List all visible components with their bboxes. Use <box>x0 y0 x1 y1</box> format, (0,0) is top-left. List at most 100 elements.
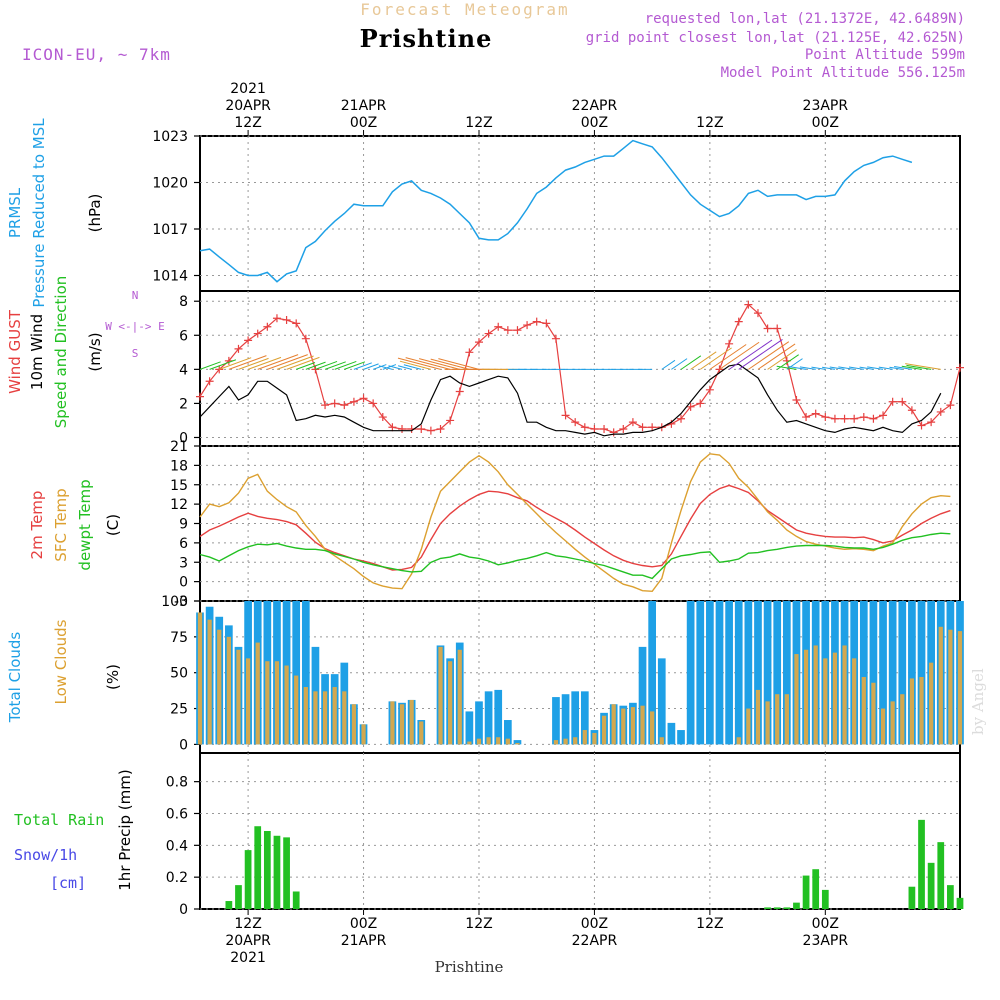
top-tick-label: 21APR <box>341 98 387 114</box>
low-cloud-bar <box>294 675 299 745</box>
gust-marker <box>263 322 272 331</box>
wind-ytick-label: 0 <box>179 430 188 446</box>
precip-ytick-label: 0.6 <box>166 806 188 822</box>
gust-marker <box>744 300 753 309</box>
low-cloud-bar <box>803 649 809 745</box>
wind-arrow <box>315 360 338 370</box>
gust-marker <box>763 324 772 333</box>
rain-bar <box>244 850 252 909</box>
low-cloud-bar <box>284 665 289 745</box>
gust-marker <box>734 317 743 326</box>
wind-arrow <box>699 347 732 370</box>
gust-marker <box>956 363 964 372</box>
low-cloud-bar <box>351 704 357 745</box>
total-cloud-bar <box>667 722 676 745</box>
wind-arrow <box>829 366 845 370</box>
wind-arrow <box>680 355 702 370</box>
wind-arrow <box>894 366 912 370</box>
low-cloud-bar <box>573 737 578 745</box>
wind-arrow <box>324 361 346 370</box>
wind-arrow <box>728 339 773 370</box>
bottom-tick-label: 21APR <box>341 933 387 949</box>
total-cloud-bar <box>696 601 705 745</box>
total-cloud-bar <box>571 691 580 745</box>
cloud-label-total: Total Clouds <box>6 632 24 724</box>
low-cloud-bar <box>409 699 414 745</box>
low-cloud-bar <box>390 701 395 745</box>
low-cloud-bar <box>515 742 520 745</box>
gust-marker <box>888 397 897 406</box>
temperature-ytick-label: 12 <box>170 497 188 513</box>
wind-arrow <box>353 362 372 370</box>
wind-arrow <box>901 365 922 370</box>
low-cloud-bar <box>957 631 963 745</box>
low-cloud-bar <box>457 649 462 745</box>
gust-marker <box>503 326 512 335</box>
total-cloud-bar <box>561 694 570 745</box>
rain-bar <box>783 907 791 909</box>
rain-bar <box>273 835 281 909</box>
pressure-label-msl: Pressure Reduced to MSL <box>30 118 48 308</box>
gust-marker <box>369 399 378 408</box>
low-cloud-bar <box>755 689 761 745</box>
low-cloud-bar <box>236 649 241 745</box>
wind-arrow <box>786 358 803 370</box>
wind-arrow <box>228 355 267 370</box>
total-cloud-bar <box>725 601 733 745</box>
rain-bar <box>773 907 781 909</box>
wind-arrow <box>690 351 717 370</box>
gridpoint-coords: grid point closest lon,lat (21.125E, 42.… <box>586 30 965 46</box>
clouds-ytick-label: 50 <box>170 666 188 682</box>
total-cloud-bar <box>888 601 897 745</box>
rain-bar <box>812 869 820 909</box>
gust-marker <box>282 315 291 324</box>
gust-marker <box>705 385 714 394</box>
rain-bar <box>927 862 935 909</box>
total-cloud-bar <box>859 601 868 745</box>
gust-marker <box>571 418 580 427</box>
wind-arrow <box>399 360 432 370</box>
wind-ytick-label: 2 <box>179 396 188 412</box>
wind-arrow <box>378 365 393 370</box>
temp-label-2m: 2m Temp <box>28 491 46 560</box>
top-tick-label: 12Z <box>696 115 723 131</box>
total-cloud-bar <box>898 601 907 745</box>
low-cloud-bar <box>794 654 799 745</box>
wind-label-gust: Wind GUST <box>6 309 24 394</box>
total-cloud-bar <box>638 646 647 745</box>
low-cloud-bar <box>245 658 251 745</box>
clouds-ytick-label: 25 <box>170 702 188 718</box>
clouds-ytick-label: 0 <box>179 737 188 753</box>
gust-marker <box>561 411 570 420</box>
wind-arrow <box>199 361 221 370</box>
requested-coords: requested lon,lat (21.1372E, 42.6489N) <box>645 11 965 27</box>
wind-arrow <box>838 366 855 370</box>
gust-marker <box>446 416 455 425</box>
gust-marker <box>465 348 474 357</box>
gust-marker <box>244 336 253 345</box>
temperature-ytick-label: 15 <box>170 478 188 494</box>
bottom-tick-label: 20APR <box>225 933 271 949</box>
rain-bar <box>235 885 242 909</box>
gust-marker <box>253 329 262 338</box>
low-cloud-bar <box>861 677 866 745</box>
low-cloud-bar <box>342 691 347 745</box>
top-tick-label: 12Z <box>465 115 492 131</box>
bottom-tick-label: 00Z <box>350 916 377 932</box>
temperature-ytick-label: 6 <box>179 536 188 552</box>
wind-arrow <box>209 359 237 370</box>
gust-marker <box>859 413 868 422</box>
temperature-ytick-label: 18 <box>170 458 188 474</box>
clouds-ytick-label: 75 <box>170 630 188 646</box>
wind-arrow <box>661 359 676 370</box>
gust-marker <box>802 413 811 422</box>
gust-marker <box>542 319 551 328</box>
gust-marker <box>455 387 464 396</box>
low-cloud-bar <box>419 721 424 745</box>
gust-marker <box>879 411 888 420</box>
total-cloud-bar <box>292 601 301 745</box>
gust-marker <box>301 334 310 343</box>
bottom-tick-label: 12Z <box>696 916 723 932</box>
wind-line <box>199 363 942 437</box>
gust-marker <box>946 401 955 410</box>
